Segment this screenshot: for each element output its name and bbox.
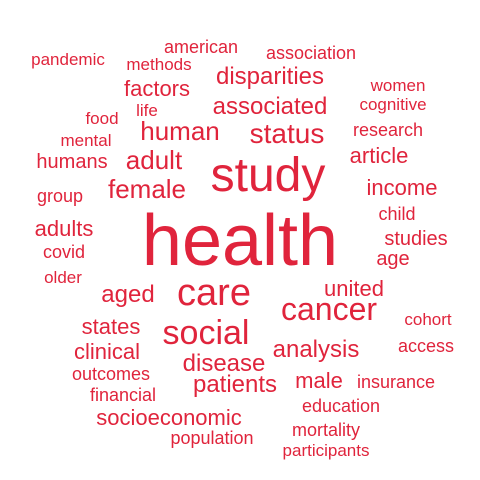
word-financial: financial <box>89 385 157 405</box>
word-care: care <box>177 272 251 314</box>
word-association: association <box>265 43 357 63</box>
word-adult: adult <box>125 145 183 175</box>
word-american: american <box>163 37 239 57</box>
word-studies: studies <box>384 228 448 250</box>
word-mortality: mortality <box>291 420 361 440</box>
word-status: status <box>249 118 325 149</box>
word-access: access <box>397 336 455 356</box>
word-associated: associated <box>212 93 328 120</box>
word-participants: participants <box>282 441 370 460</box>
word-food: food <box>85 109 119 128</box>
word-cognitive: cognitive <box>359 95 427 114</box>
word-disparities: disparities <box>215 63 325 90</box>
word-insurance: insurance <box>356 372 436 392</box>
word-women: women <box>370 76 426 95</box>
word-pandemic: pandemic <box>31 50 105 69</box>
word-adults: adults <box>34 216 94 241</box>
word-older: older <box>44 268 82 287</box>
word-human: human <box>140 116 220 146</box>
word-mental: mental <box>60 131 112 150</box>
word-age: age <box>376 248 410 270</box>
word-factors: factors <box>123 76 191 101</box>
word-methods: methods <box>126 55 192 74</box>
word-united: united <box>324 276 384 301</box>
word-article: article <box>349 143 409 168</box>
word-population: population <box>170 428 254 448</box>
word-aged: aged <box>101 281 155 308</box>
word-female: female <box>107 174 187 204</box>
word-patients: patients <box>192 371 278 398</box>
word-child: child <box>378 204 416 224</box>
word-education: education <box>301 396 381 416</box>
word-income: income <box>366 175 438 200</box>
word-socioeconomic: socioeconomic <box>96 405 242 430</box>
word-life: life <box>136 101 158 120</box>
word-states: states <box>81 314 141 339</box>
word-covid: covid <box>42 242 86 262</box>
word-research: research <box>352 120 424 140</box>
word-humans: humans <box>36 151 108 173</box>
word-social: social <box>162 314 250 352</box>
word-outcomes: outcomes <box>71 364 151 384</box>
word-analysis: analysis <box>272 336 360 363</box>
word-cohort: cohort <box>404 310 452 329</box>
word-male: male <box>295 368 343 393</box>
word-study: study <box>210 149 326 202</box>
word-clinical: clinical <box>73 339 141 364</box>
word-group: group <box>36 186 84 206</box>
word-disease: disease <box>182 350 266 377</box>
word-health: health <box>141 201 339 281</box>
word-cancer: cancer <box>280 291 378 327</box>
